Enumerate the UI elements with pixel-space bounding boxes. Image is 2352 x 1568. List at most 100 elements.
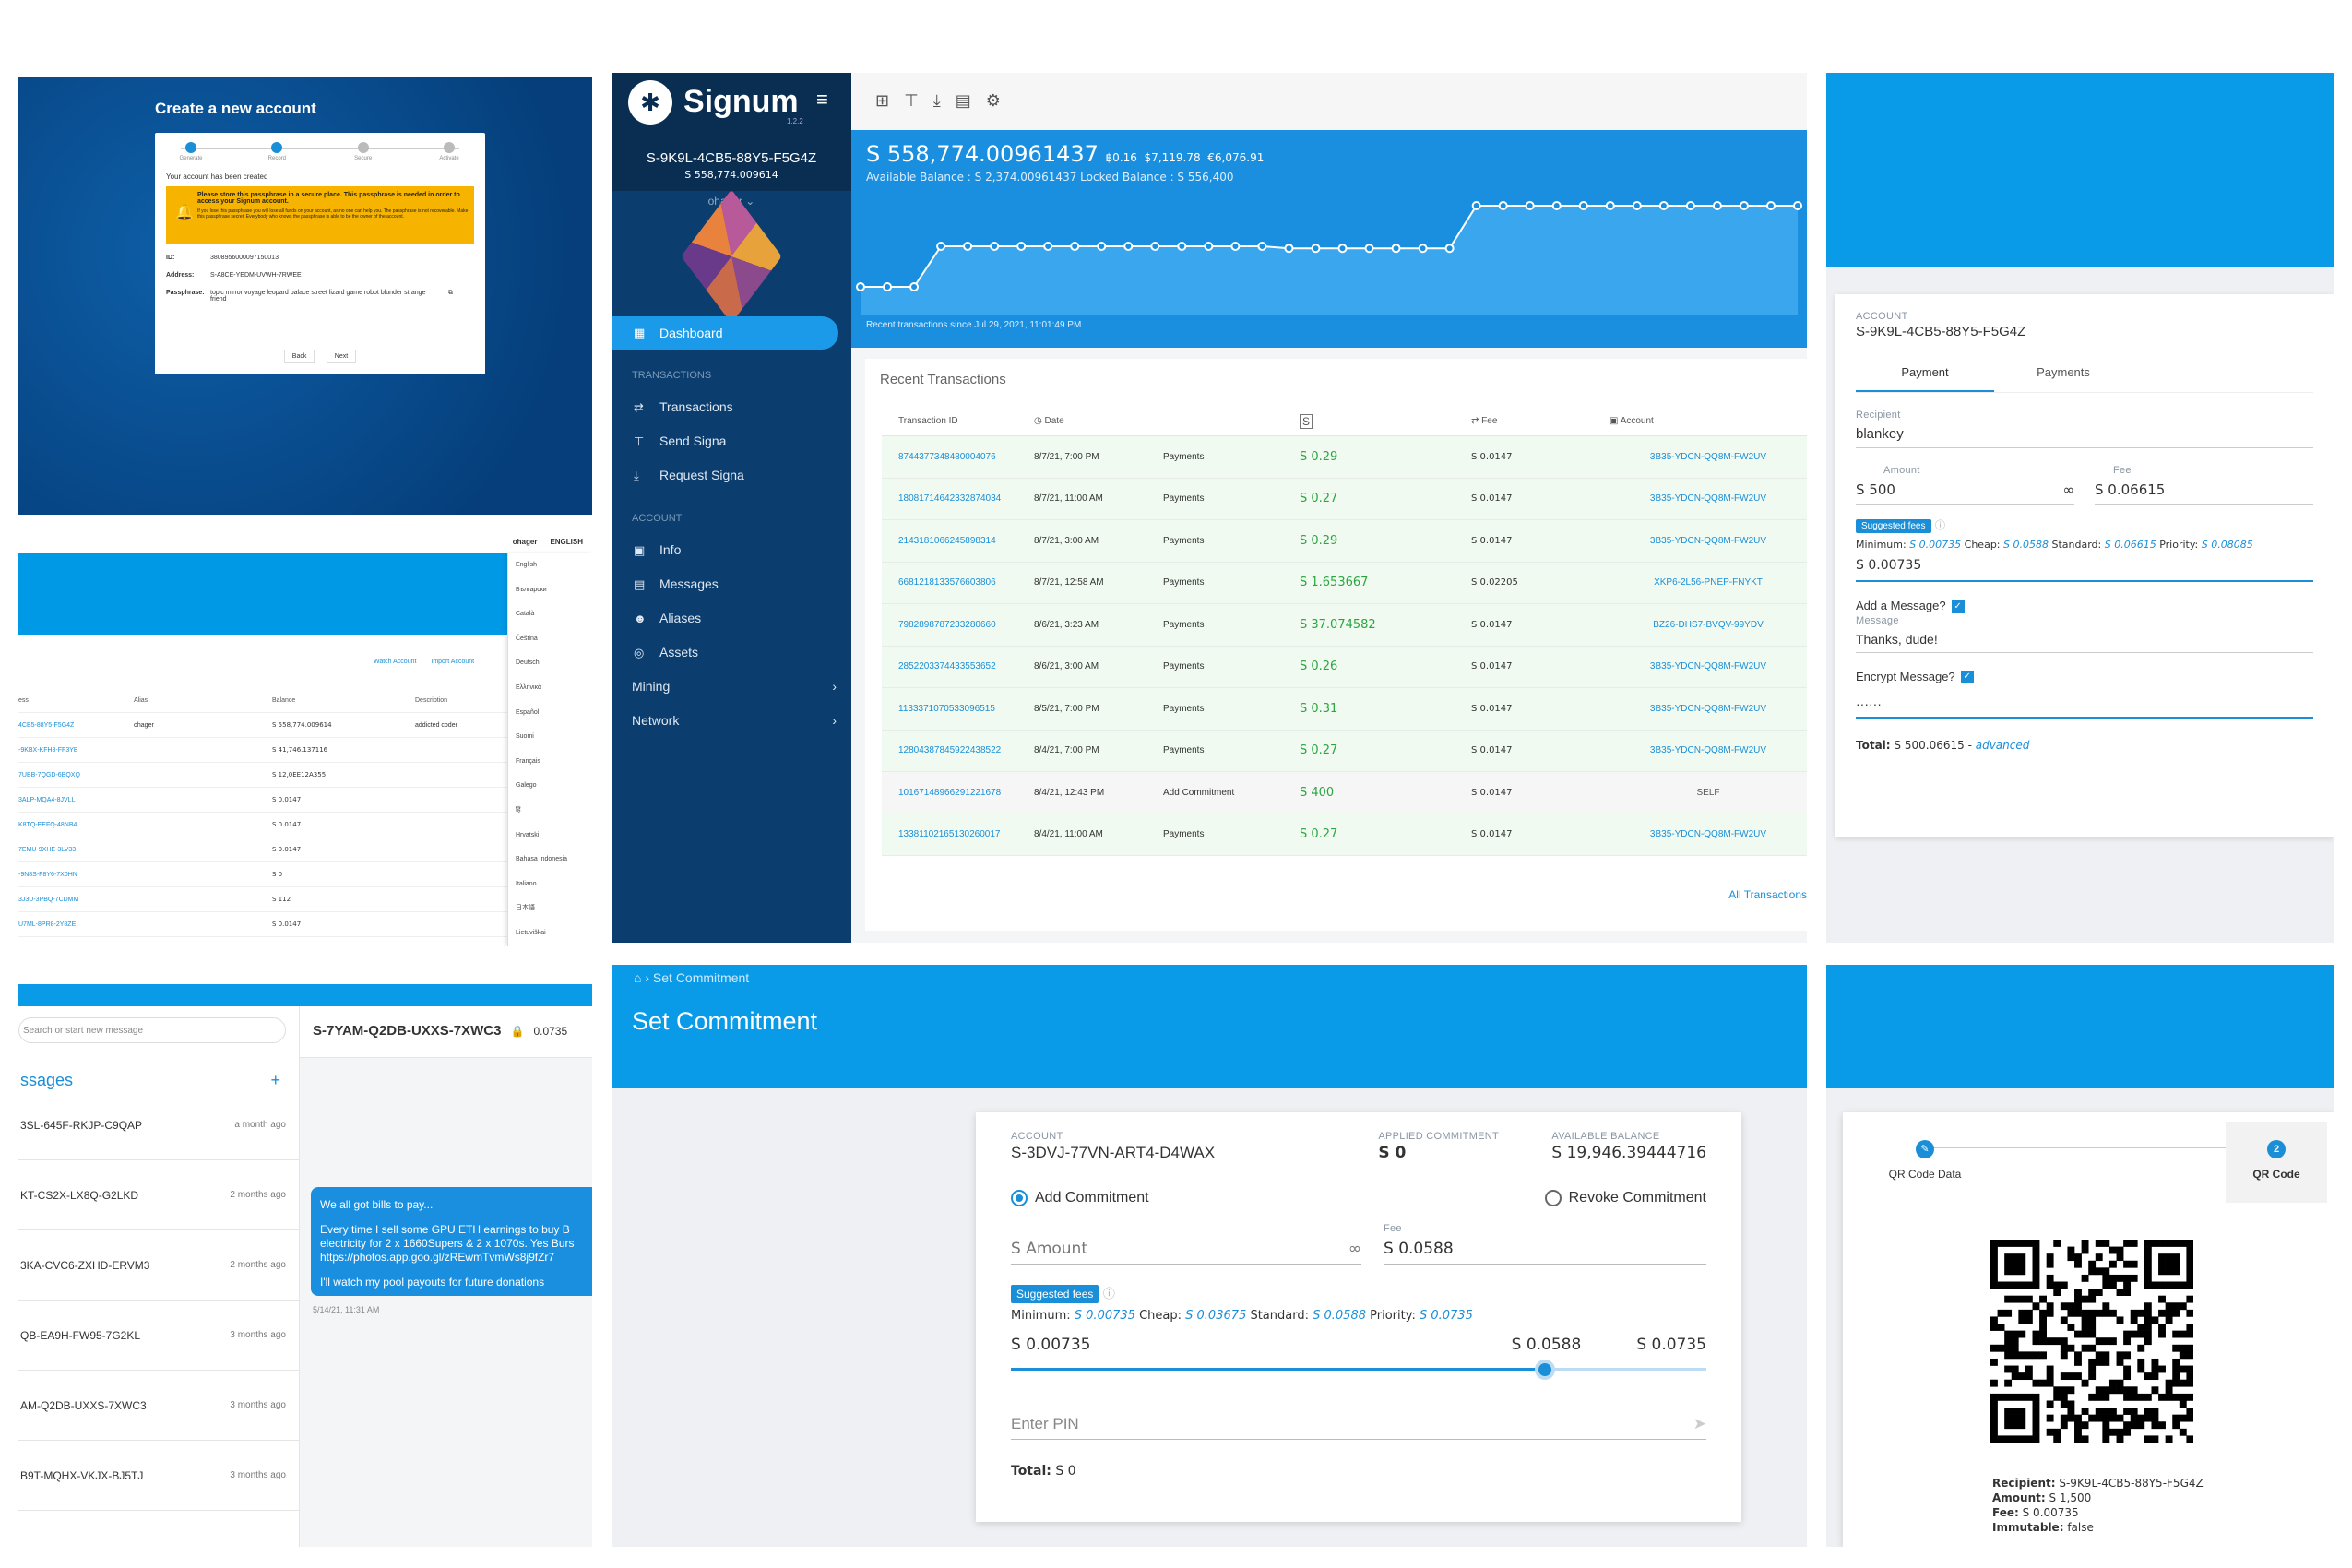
tx-account[interactable]: BZ26-DHS7-BVQV-99YDV <box>1653 619 1764 630</box>
tab-payment[interactable]: Payment <box>1856 354 1994 392</box>
help-icon[interactable]: ⓘ <box>1102 1287 1115 1301</box>
user-menu[interactable]: ohager <box>512 537 538 546</box>
language-option[interactable]: Bahasa Indonesia <box>516 856 568 863</box>
table-row[interactable]: K8TQ-EEFQ-48NB4 S 0.0147 <box>18 813 507 837</box>
message-icon[interactable]: ▤ <box>955 90 971 110</box>
language-option[interactable]: Català <box>516 611 535 618</box>
sidebar-item-mining[interactable]: Mining › <box>612 670 851 704</box>
tx-id[interactable]: 1808171464233287403​4 <box>898 493 1002 505</box>
language-option[interactable]: 日本語 <box>516 905 535 912</box>
send-icon[interactable]: ⊤ <box>904 90 919 110</box>
tab-payments[interactable]: Payments <box>2037 365 2090 379</box>
list-item[interactable]: 3KA-CVC6-ZXHD-ERVM3 2 months ago <box>18 1230 299 1301</box>
step-qr-data[interactable]: ✎ QR Code Data <box>1874 1140 1976 1181</box>
table-row[interactable]: 2852203374433553652 8/6/21, 3:00 AM Paymen… <box>882 646 1807 688</box>
language-option[interactable]: Ελληνικά <box>516 683 542 691</box>
tx-account[interactable]: 3B35-YDCN-QQ8M-FW2UV <box>1649 493 1767 505</box>
language-option[interactable]: Français <box>516 757 540 765</box>
list-item[interactable]: KT-CS2X-LX8Q-G2LKD 2 months ago <box>18 1160 299 1230</box>
list-item[interactable]: AM-Q2DB-UXXS-7XWC3 3 months ago <box>18 1371 299 1441</box>
table-row[interactable]: 1338110216513026001​7 8/4/21, 11:00 AM Pay… <box>882 814 1807 856</box>
all-transactions-link[interactable]: All Transactions <box>1728 888 1807 901</box>
back-button[interactable]: Back <box>283 350 315 363</box>
tx-id[interactable]: 1133371070533096515 <box>898 703 995 714</box>
language-option[interactable]: English <box>516 562 537 568</box>
list-item[interactable]: QB-EA9H-FW95-7G2KL 3 months ago <box>18 1301 299 1371</box>
infinity-icon[interactable]: ∞ <box>2062 481 2075 498</box>
gear-icon[interactable]: ⚙ <box>985 90 1001 110</box>
list-item[interactable]: B9T-MQHX-VKJX-BJ5TJ 3 months ago <box>18 1441 299 1511</box>
help-icon[interactable]: ⓘ <box>1934 520 1945 531</box>
tx-account[interactable]: 3B35-YDCN-QQ8M-FW2UV <box>1649 703 1767 714</box>
table-row[interactable]: 1808171464233287403​4 8/7/21, 11:00 AM Pay… <box>882 478 1807 520</box>
table-row[interactable]: -9KBX-KFH8-FF3YB S 41,746.137116 <box>18 738 507 763</box>
language-option[interactable]: Lietuviškai <box>516 929 546 936</box>
message-input[interactable]: Thanks, dude! <box>1856 626 2313 653</box>
list-item[interactable]: 3SL-645F-RKJP-C9QAP a month ago <box>18 1090 299 1160</box>
add-message-button[interactable]: + <box>270 1071 280 1089</box>
table-row[interactable]: 7UBB-7QGD-6BQXQ S 12,0EE12A355 <box>18 763 507 788</box>
table-row[interactable]: 2143181066245898314 8/7/21, 3:00 AM Paymen… <box>882 520 1807 563</box>
fee-slider[interactable] <box>1011 1360 1706 1381</box>
table-row[interactable]: 7EMU-9XHE-3LV33 S 0.0147 <box>18 837 507 862</box>
table-row[interactable]: 1280438784592243852​2 8/4/21, 7:00 PM Paym… <box>882 730 1807 772</box>
tx-account[interactable]: 3B35-YDCN-QQ8M-FW2UV <box>1649 661 1767 672</box>
table-row[interactable]: 1133371070533096515 8/5/21, 7:00 PM Paymen… <box>882 688 1807 731</box>
language-option[interactable]: Italiano <box>516 880 537 887</box>
sidebar-item-send[interactable]: ⊤ Send Signa <box>612 424 851 458</box>
sidebar-item-info[interactable]: ▣ Info <box>612 533 851 567</box>
tx-id[interactable]: 2852203374433553652 <box>898 661 996 672</box>
language-option[interactable]: Български <box>516 586 547 593</box>
language-option[interactable]: Galego <box>516 782 537 790</box>
fee-input[interactable]: S 0.06615 <box>2095 476 2313 505</box>
table-row[interactable]: 6681218133576603806 8/7/21, 12:58 AM Payme… <box>882 562 1807 604</box>
tx-id[interactable]: 6681218133576603806 <box>898 577 996 588</box>
home-icon[interactable]: ⌂ <box>634 970 642 985</box>
table-row[interactable]: 3J3U-3PBQ-7CDMM S 112 <box>18 887 507 912</box>
tx-account[interactable]: 3B35-YDCN-QQ8M-FW2UV <box>1649 745 1767 756</box>
pin-input[interactable]: ······ <box>1856 683 2313 719</box>
download-icon[interactable]: ⤓ <box>932 90 941 110</box>
sidebar-item-network[interactable]: Network › <box>612 704 851 738</box>
fee-slider[interactable]: S 0.00735 <box>1856 551 2313 582</box>
sidebar-item-dashboard[interactable]: ▦ Dashboard <box>612 316 838 350</box>
import-account-link[interactable]: Import Account <box>431 659 475 665</box>
language-option[interactable]: Hrvatski <box>516 831 540 838</box>
tx-account[interactable]: 3B35-YDCN-QQ8M-FW2UV <box>1649 829 1767 840</box>
tx-account[interactable]: 3B35-YDCN-QQ8M-FW2UV <box>1649 451 1767 462</box>
table-row[interactable]: 7982898787233280660 8/6/21, 3:23 AM Paymen… <box>882 604 1807 647</box>
amount-input[interactable]: S 500 ∞ <box>1856 476 2074 505</box>
language-option[interactable]: हिं <box>516 806 521 814</box>
pin-input[interactable]: Enter PIN ➤ <box>1011 1409 1706 1441</box>
add-commitment-radio[interactable]: Add Commitment <box>1011 1190 1149 1206</box>
search-input[interactable]: Search or start new message <box>18 1017 286 1043</box>
tx-id[interactable]: 1280438784592243852​2 <box>898 745 1002 756</box>
sidebar-item-messages[interactable]: ▤ Messages <box>612 567 851 601</box>
slider-knob[interactable] <box>1535 1360 1556 1381</box>
sidebar-item-aliases[interactable]: ☻ Aliases <box>612 601 851 636</box>
add-message-checkbox[interactable]: Add a Message? ✓ <box>1856 599 2313 613</box>
send-arrow-icon[interactable]: ➤ <box>1693 1415 1706 1433</box>
table-row[interactable]: U7ML-8PR8-2Y8ZE S 0.0147 <box>18 912 507 937</box>
tx-id[interactable]: 8744377348480004076 <box>898 451 996 462</box>
infinity-icon[interactable]: ∞ <box>1348 1240 1361 1259</box>
watch-account-link[interactable]: Watch Account <box>374 659 417 665</box>
encrypt-message-checkbox[interactable]: Encrypt Message? ✓ <box>1856 670 2313 684</box>
language-option[interactable]: Deutsch <box>516 659 540 667</box>
hamburger-icon[interactable]: ≡ <box>816 88 828 111</box>
amount-input[interactable]: S Amount ∞ <box>1011 1234 1361 1265</box>
fee-input[interactable]: S 0.0588 <box>1384 1234 1706 1265</box>
next-button[interactable]: Next <box>326 350 357 363</box>
tx-account[interactable]: XKP6-2L56-PNEP-FNYKT <box>1654 577 1763 588</box>
tx-account[interactable]: 3B35-YDCN-QQ8M-FW2UV <box>1649 535 1767 546</box>
table-row[interactable]: -9N8S-F8Y6-7X0HN S 0 <box>18 862 507 887</box>
copy-icon[interactable]: ⧉ <box>448 290 453 296</box>
recipient-input[interactable]: blankey <box>1856 421 2313 448</box>
language-option[interactable]: Čeština <box>516 635 538 642</box>
tx-id[interactable]: 1338110216513026001​7 <box>898 829 1001 840</box>
tx-id[interactable]: 1016714896629122167​8 <box>898 787 1002 798</box>
sidebar-item-request[interactable]: ⤓ Request Signa <box>612 458 851 493</box>
table-row[interactable]: 4CB5-88Y5-F5G4Z ohager S 558,774.009614 add… <box>18 713 507 738</box>
tx-account[interactable]: SELF <box>1696 787 1720 798</box>
sidebar-item-transactions[interactable]: ⇄ Transactions <box>612 390 851 424</box>
